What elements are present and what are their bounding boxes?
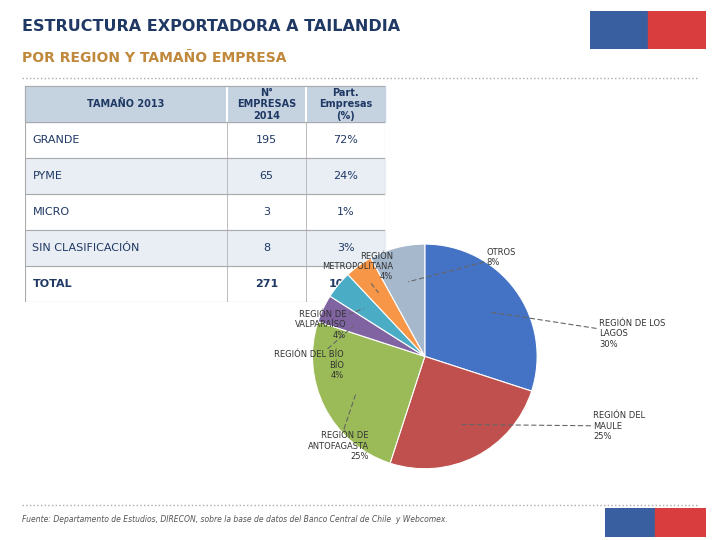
- Text: REGIÓN DE
ANTOFAGASTA
25%: REGIÓN DE ANTOFAGASTA 25%: [307, 394, 369, 461]
- Text: REGIÓN DE
VALPARAÍSO
4%: REGIÓN DE VALPARAÍSO 4%: [294, 309, 364, 340]
- Text: Fuente: Departamento de Estudios, DIRECON, sobre la base de datos del Banco Cent: Fuente: Departamento de Estudios, DIRECO…: [22, 515, 447, 524]
- Text: REGIÓN
METROPOLITANA
4%: REGIÓN METROPOLITANA 4%: [323, 252, 393, 293]
- Text: POR REGION Y TAMAÑO EMPRESA: POR REGION Y TAMAÑO EMPRESA: [22, 51, 286, 65]
- Text: 195: 195: [256, 136, 277, 145]
- Text: OTROS
8%: OTROS 8%: [408, 248, 516, 282]
- Text: 65: 65: [259, 171, 274, 181]
- Text: GRANDE: GRANDE: [32, 136, 80, 145]
- Bar: [590, 11, 648, 49]
- Text: 3%: 3%: [337, 244, 354, 253]
- Text: 271: 271: [255, 279, 278, 289]
- Text: 1%: 1%: [337, 207, 354, 218]
- Text: REGIÓN DEL
MAULE
25%: REGIÓN DEL MAULE 25%: [462, 411, 645, 441]
- Wedge shape: [371, 244, 425, 356]
- Text: PYME: PYME: [32, 171, 62, 181]
- Wedge shape: [390, 356, 531, 469]
- Bar: [648, 11, 706, 49]
- Bar: [655, 508, 706, 537]
- Wedge shape: [318, 296, 425, 356]
- Text: 8: 8: [263, 244, 270, 253]
- Text: N°
EMPRESAS
2014: N° EMPRESAS 2014: [237, 88, 296, 121]
- Text: SIN CLASIFICACIÓN: SIN CLASIFICACIÓN: [32, 244, 140, 253]
- Text: TOTAL: TOTAL: [32, 279, 72, 289]
- Text: ESTRUCTURA EXPORTADORA A TAILANDIA: ESTRUCTURA EXPORTADORA A TAILANDIA: [22, 19, 400, 34]
- Wedge shape: [425, 244, 537, 391]
- Bar: [25, 158, 385, 194]
- Text: MICRO: MICRO: [32, 207, 70, 218]
- Bar: [25, 231, 385, 266]
- Wedge shape: [348, 258, 425, 356]
- Text: 72%: 72%: [333, 136, 358, 145]
- Text: 24%: 24%: [333, 171, 358, 181]
- Text: Part.
Empresas
(%): Part. Empresas (%): [319, 88, 372, 121]
- Text: TAMAÑO 2013: TAMAÑO 2013: [87, 99, 165, 110]
- Bar: [605, 508, 655, 537]
- Bar: [25, 86, 385, 123]
- Text: 100%: 100%: [328, 279, 363, 289]
- Wedge shape: [312, 322, 425, 463]
- Text: 3: 3: [263, 207, 270, 218]
- Text: REGIÓN DE LOS
LAGOS
30%: REGIÓN DE LOS LAGOS 30%: [490, 312, 665, 349]
- Text: REGIÓN DEL BÍO
BÍO
4%: REGIÓN DEL BÍO BÍO 4%: [274, 326, 354, 380]
- Wedge shape: [330, 274, 425, 356]
